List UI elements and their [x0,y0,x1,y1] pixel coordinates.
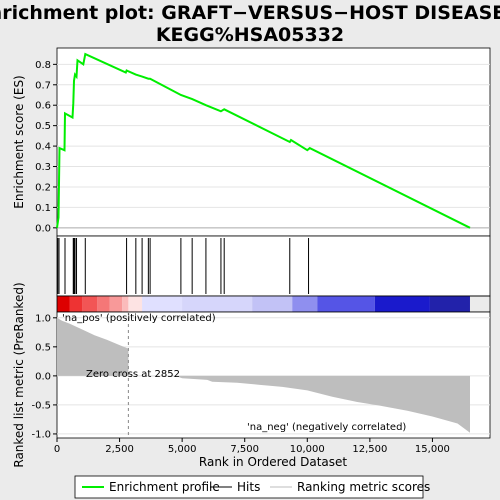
x-tick-label: 7,500 [230,444,259,455]
heat-bar-segment [317,296,375,312]
legend-box [74,475,424,499]
hit-markers [57,238,310,294]
heat-bar-segment [69,296,83,312]
heat-bar-segment [252,296,293,312]
x-tick-label: 10,000 [290,444,325,455]
heat-bar-segment [109,296,123,312]
chart-title-line-2: KEGG%HSA05332 [156,24,344,46]
positive-correlation-label: 'na_pos' (positively correlated) [62,313,216,324]
es-y-tick-label: 0.4 [35,142,51,153]
x-axis-label: Rank in Ordered Dataset [199,455,347,469]
rank-panel-frame [56,311,491,439]
rank-y-tick-label: -0.5 [31,400,51,411]
x-tick-label: 5,000 [168,444,197,455]
es-y-tick-label: 0.3 [35,162,51,173]
heat-bar-segment [122,296,129,312]
x-tick-label: 12,500 [352,444,387,455]
es-y-tick-label: 0.0 [35,223,51,234]
rank-y-tick-label: 0.5 [35,342,51,353]
heat-bar-segment [57,296,70,312]
heat-bar-segment [128,296,143,312]
rank-gridlines [57,317,490,435]
chart-title-line-1: Enrichment plot: GRAFT−VERSUS−HOST DISEA… [0,2,500,24]
es-y-axis-ticks: 0.0 0.1 0.2 0.3 0.4 0.5 0.6 0.7 0.8 [35,60,57,234]
rank-y-tick-label: 0.0 [35,371,51,382]
negative-correlation-label: 'na_neg' (negatively correlated) [247,422,406,433]
hits-panel-frame [56,235,491,297]
rank-heat-bar [57,296,470,312]
es-y-tick-label: 0.7 [35,80,51,91]
es-y-tick-label: 0.5 [35,121,51,132]
legend-label: Hits [237,480,260,494]
heat-bar-segment [82,296,98,312]
legend: Enrichment profile Hits Ranking metric sco… [82,480,430,494]
legend-label: Ranking metric scores [297,480,430,494]
es-y-tick-label: 0.8 [35,60,51,71]
x-tick-label: 2,500 [105,444,134,455]
x-tick-label: 0 [54,444,60,455]
es-y-tick-label: 0.6 [35,101,51,112]
rank-y-tick-label: -1.0 [31,429,51,440]
enrichment-profile-line [56,52,471,229]
es-gridlines [57,63,490,229]
heat-bar-segment [292,296,318,312]
x-axis-ticks: 0 2,500 5,000 7,500 10,000 12,500 15,000 [54,438,450,455]
heat-bar-segment [429,296,470,312]
heat-bar-segment [142,296,183,312]
rank-y-axis-label: Ranked list metric (PreRanked) [12,282,26,467]
x-tick-label: 15,000 [415,444,450,455]
heat-bar-segment [374,296,430,312]
es-y-tick-label: 0.2 [35,182,51,193]
legend-label: Enrichment profile [109,480,220,494]
es-y-axis-label: Enrichment score (ES) [12,75,26,208]
es-y-tick-label: 0.1 [35,203,51,214]
es-panel-frame [56,47,491,237]
rank-y-tick-label: 1.0 [35,313,51,324]
heat-bar-segment [182,296,253,312]
rank-y-axis-ticks: 1.0 0.5 0.0 -0.5 -1.0 [31,313,57,440]
heat-bar-segment [97,296,110,312]
zero-cross-label: Zero cross at 2852 [86,369,180,380]
